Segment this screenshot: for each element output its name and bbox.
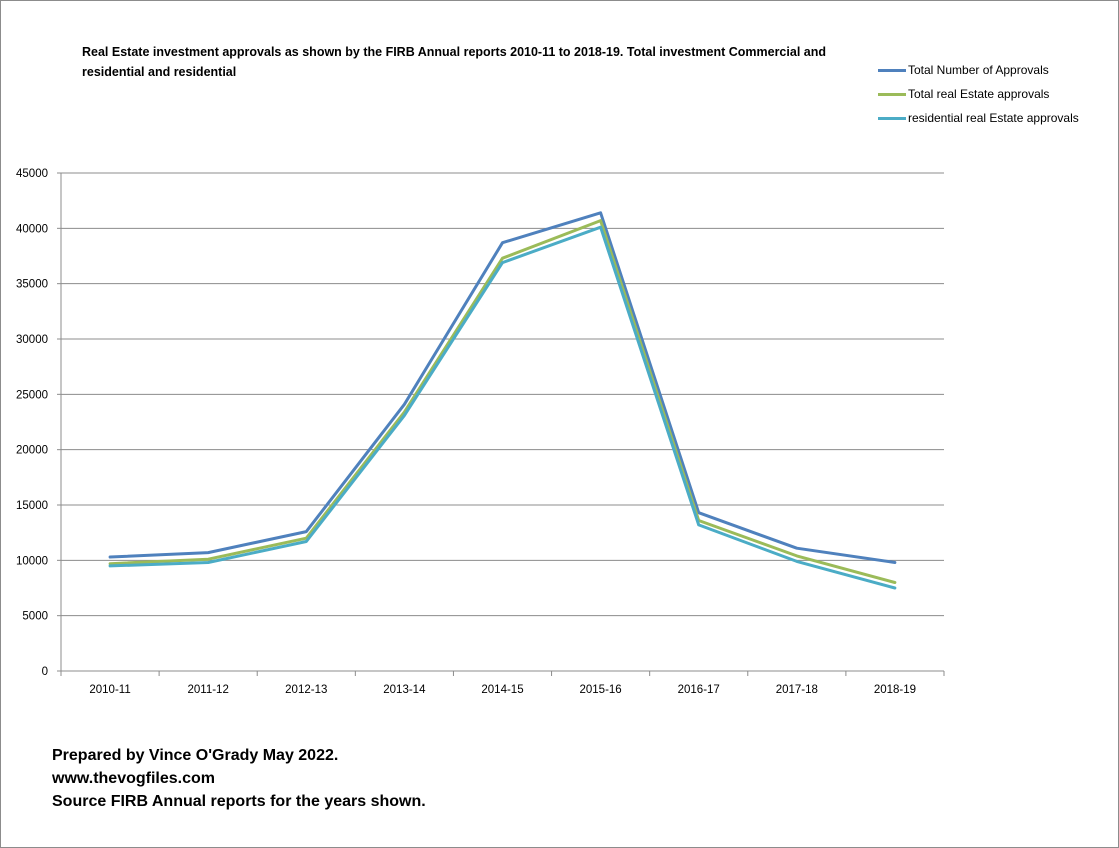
- y-tick-label: 40000: [16, 223, 48, 235]
- x-tick-label: 2014-15: [481, 684, 523, 696]
- x-tick-label: 2016-17: [678, 684, 720, 696]
- y-tick-label: 10000: [16, 555, 48, 567]
- legend-swatch-residential-real-estate: [878, 116, 906, 120]
- legend: Total Number of Approvals Total real Est…: [878, 58, 1113, 130]
- y-tick-label: 25000: [16, 389, 48, 401]
- series-line-2: [108, 225, 897, 590]
- x-tick-label: 2013-14: [383, 684, 426, 696]
- legend-swatch-total-real-estate: [878, 92, 906, 96]
- y-tick-label: 15000: [16, 500, 48, 512]
- x-tick-label: 2015-16: [580, 684, 622, 696]
- footer-notes: Prepared by Vince O'Grady May 2022. www.…: [52, 744, 426, 813]
- series-line-1: [108, 219, 897, 584]
- chart-title: Real Estate investment approvals as show…: [82, 45, 826, 79]
- y-tick-label: 5000: [22, 611, 48, 623]
- legend-label-total-approvals: Total Number of Approvals: [908, 63, 1049, 77]
- x-tick-label: 2018-19: [874, 684, 916, 696]
- y-tick-label: 0: [42, 666, 48, 678]
- y-tick-label: 45000: [16, 168, 48, 180]
- series-line-0: [108, 211, 897, 564]
- y-tick-label: 30000: [16, 334, 48, 346]
- footer-website: www.thevogfiles.com: [52, 770, 215, 787]
- legend-item-total-approvals: Total Number of Approvals: [878, 58, 1113, 82]
- y-tick-label: 20000: [16, 445, 48, 457]
- x-tick-label: 2017-18: [776, 684, 818, 696]
- x-tick-label: 2010-11: [89, 684, 130, 696]
- legend-item-total-real-estate: Total real Estate approvals: [878, 82, 1113, 106]
- legend-label-residential-real-estate: residential real Estate approvals: [908, 111, 1079, 125]
- legend-swatch-total-approvals: [878, 68, 906, 72]
- legend-item-residential-real-estate: residential real Estate approvals: [878, 106, 1113, 130]
- legend-label-total-real-estate: Total real Estate approvals: [908, 87, 1050, 101]
- footer-source: Source FIRB Annual reports for the years…: [52, 793, 426, 810]
- x-tick-label: 2012-13: [285, 684, 327, 696]
- y-tick-label: 35000: [16, 279, 48, 291]
- footer-prepared-by: Prepared by Vince O'Grady May 2022.: [52, 747, 339, 764]
- x-tick-label: 2011-12: [187, 684, 228, 696]
